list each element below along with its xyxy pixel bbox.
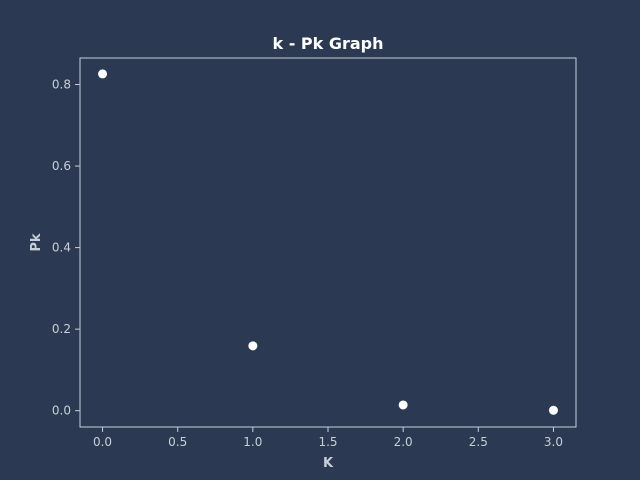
x-tick-label: 2.0 bbox=[394, 435, 413, 449]
chart-title: k - Pk Graph bbox=[272, 34, 383, 53]
y-tick-label: 0.2 bbox=[52, 322, 71, 336]
data-point bbox=[548, 405, 558, 415]
y-tick-label: 0.0 bbox=[52, 404, 71, 418]
x-tick-label: 1.0 bbox=[243, 435, 262, 449]
x-tick-label: 0.0 bbox=[93, 435, 112, 449]
x-axis: 0.0 0.5 1.0 1.5 2.0 2.5 3.0 bbox=[93, 427, 563, 449]
x-axis-label: K bbox=[323, 456, 334, 471]
y-axis-label: Pk bbox=[29, 233, 44, 252]
data-points bbox=[98, 69, 558, 415]
y-tick-label: 0.4 bbox=[52, 241, 71, 255]
data-point bbox=[248, 341, 258, 351]
x-tick-label: 1.5 bbox=[318, 435, 337, 449]
y-tick-label: 0.6 bbox=[52, 159, 71, 173]
x-tick-label: 2.5 bbox=[469, 435, 488, 449]
data-point bbox=[398, 400, 408, 410]
x-tick-label: 3.0 bbox=[544, 435, 563, 449]
y-tick-label: 0.8 bbox=[52, 78, 71, 92]
y-axis: 0.0 0.2 0.4 0.6 0.8 bbox=[52, 78, 80, 418]
data-point bbox=[98, 69, 108, 79]
x-tick-label: 0.5 bbox=[168, 435, 187, 449]
